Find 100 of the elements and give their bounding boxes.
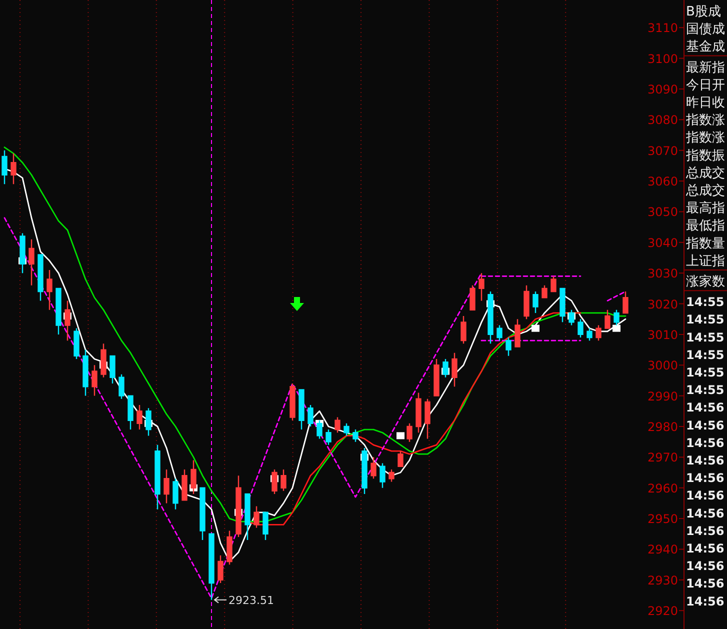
candlestick — [524, 284, 530, 320]
y-tick-label: 2990 — [647, 389, 678, 404]
y-tick-label: 3010 — [647, 328, 678, 342]
y-tick-label: 2980 — [647, 420, 678, 434]
y-tick-label: 3000 — [647, 358, 678, 373]
candlestick — [290, 382, 296, 421]
candlestick — [622, 290, 628, 314]
text: 指数量 — [685, 236, 725, 252]
text: 14:56 — [686, 418, 724, 432]
y-tick-label: 3110 — [647, 21, 678, 36]
candlestick — [136, 404, 142, 430]
candlestick — [478, 272, 484, 302]
y-tick-label: 3050 — [647, 205, 678, 220]
candlestick — [154, 444, 160, 510]
y-tick-label: 3030 — [647, 266, 678, 281]
y-tick-label: 3040 — [647, 236, 678, 250]
candlestick — [326, 428, 332, 446]
annotation: 2923.51 — [228, 594, 274, 607]
candlestick — [38, 254, 44, 302]
candlestick — [92, 364, 98, 396]
text: 昨日收 — [686, 96, 725, 110]
candlestick — [496, 324, 502, 342]
candlestick — [388, 468, 394, 482]
candlestick — [308, 404, 314, 428]
text: 14:56 — [686, 454, 724, 468]
candlestick — [470, 284, 476, 310]
candlestick — [406, 422, 412, 442]
text: 14:55 — [686, 295, 724, 310]
y-tick-label: 3080 — [647, 113, 678, 128]
candlestick — [172, 478, 178, 510]
candlestick — [596, 324, 602, 342]
candlestick — [46, 269, 52, 310]
y-tick-label: 3070 — [647, 144, 678, 158]
point — [612, 324, 620, 332]
text: 涨家数 — [686, 274, 725, 290]
candlestick — [56, 288, 62, 336]
candlestick — [164, 468, 170, 504]
text: 14:55 — [686, 366, 724, 380]
y-tick-label: 2930 — [647, 573, 678, 588]
text: B股成 — [686, 4, 721, 20]
text: 指数涨 — [685, 113, 725, 128]
candlestick — [398, 450, 404, 467]
text: 上证指 — [686, 254, 725, 269]
candlestick — [506, 336, 512, 357]
candlestick — [200, 487, 206, 541]
candlestick — [280, 468, 286, 492]
text: 14:56 — [686, 488, 724, 503]
candlestick — [226, 530, 232, 566]
y-tick-label: 2920 — [647, 604, 678, 618]
y-tick-label: 2970 — [647, 450, 678, 465]
y-tick-label: 3090 — [647, 82, 678, 96]
candlestick — [208, 533, 214, 600]
point — [532, 324, 540, 332]
candlestick — [586, 328, 592, 342]
text: 14:56 — [686, 436, 724, 450]
text: 最新指 — [686, 60, 725, 76]
text: 总成交 — [685, 182, 725, 198]
candlestick — [532, 290, 538, 314]
candlestick — [514, 318, 520, 348]
candlestick — [298, 389, 304, 430]
point — [396, 432, 404, 440]
candlestick — [560, 288, 566, 323]
candlestick — [352, 428, 358, 442]
text: 14:56 — [686, 400, 724, 415]
candlestick — [344, 422, 350, 436]
text: 14:56 — [686, 576, 724, 591]
candlestick — [218, 554, 224, 584]
text: 14:56 — [686, 506, 724, 520]
text: 14:55 — [686, 330, 724, 344]
candlestick — [460, 315, 466, 344]
candlestick — [604, 309, 610, 329]
candlestick — [380, 462, 386, 488]
text: 基金成 — [686, 40, 725, 55]
text: 14:56 — [686, 524, 724, 538]
candlestick — [578, 318, 584, 338]
candlestick — [370, 456, 376, 480]
y-tick-label: 3060 — [647, 174, 678, 189]
text: 国债成 — [686, 22, 725, 38]
candlestick — [550, 276, 556, 292]
candlestick — [254, 506, 260, 528]
candlestick — [542, 284, 548, 298]
candlestick — [334, 416, 340, 434]
candlestick — [28, 238, 34, 286]
y-tick-label: 2950 — [647, 512, 678, 526]
text: 最低指 — [686, 218, 725, 234]
text: 14:56 — [686, 594, 724, 608]
text: 指数涨 — [685, 130, 725, 146]
text: 14:56 — [686, 542, 724, 556]
text: 14:55 — [686, 383, 724, 398]
candlestick — [416, 392, 422, 434]
candlestick — [424, 398, 430, 440]
candlestick — [434, 358, 440, 396]
text: 14:56 — [686, 559, 724, 574]
candlestick — [74, 328, 80, 360]
y-tick-label: 2940 — [647, 542, 678, 557]
text: 14:55 — [686, 312, 724, 327]
candlestick — [452, 352, 458, 388]
text: 最高指 — [686, 200, 725, 216]
candlestick — [2, 150, 8, 185]
candlestick — [10, 152, 16, 185]
